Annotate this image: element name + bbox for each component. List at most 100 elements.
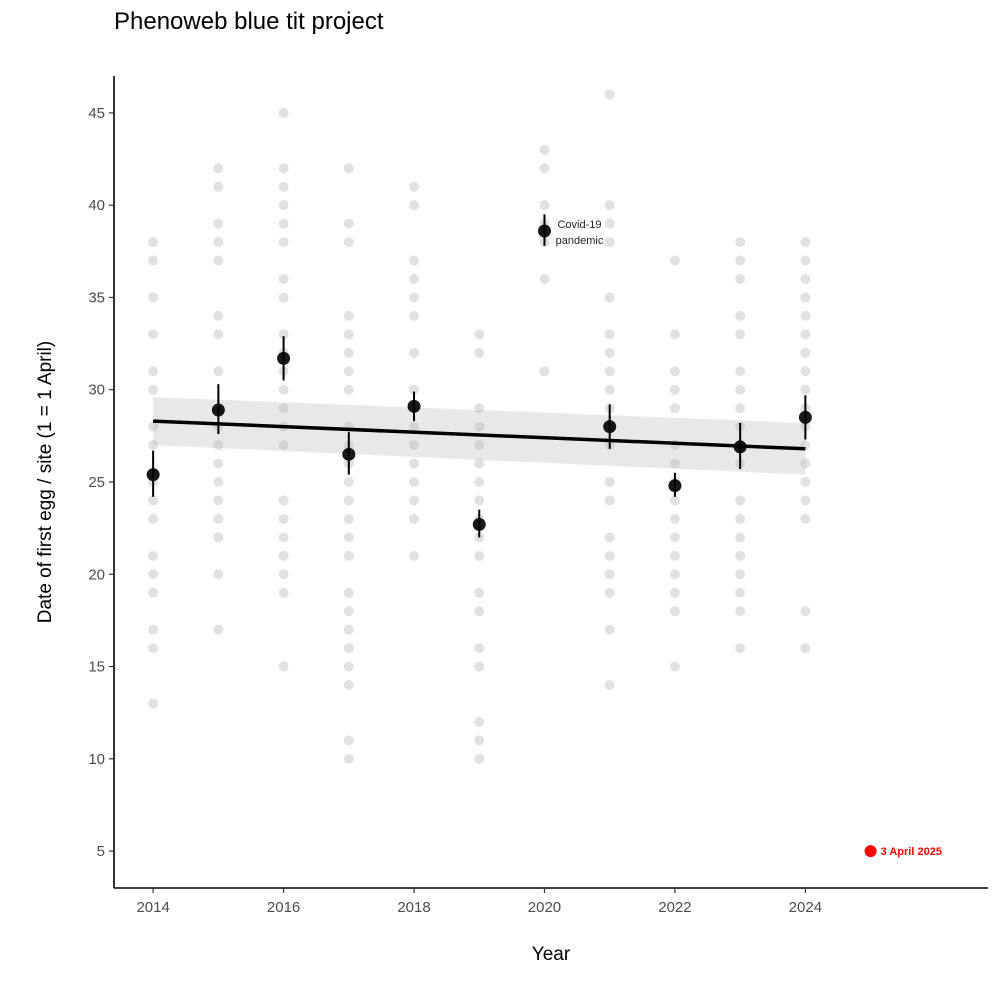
site-point: [735, 274, 745, 284]
site-point: [800, 459, 810, 469]
site-point: [409, 256, 419, 266]
site-point: [344, 662, 354, 672]
site-point: [800, 514, 810, 524]
site-point: [213, 256, 223, 266]
y-tick-label: 10: [88, 751, 105, 768]
site-point: [735, 237, 745, 247]
site-point: [474, 422, 484, 432]
mean-point: [799, 411, 812, 424]
site-point: [539, 163, 549, 173]
mean-point: [538, 225, 551, 238]
site-point: [213, 163, 223, 173]
site-point: [605, 680, 615, 690]
site-point: [148, 366, 158, 376]
site-point: [605, 348, 615, 358]
site-point: [148, 625, 158, 635]
site-point: [148, 698, 158, 708]
y-axis-label: Date of first egg / site (1 = 1 April): [35, 341, 56, 624]
site-point: [670, 662, 680, 672]
site-point: [213, 477, 223, 487]
site-point: [605, 237, 615, 247]
site-point: [279, 403, 289, 413]
site-point: [213, 237, 223, 247]
y-tick-label: 30: [88, 382, 105, 399]
site-point: [344, 219, 354, 229]
site-point: [735, 643, 745, 653]
site-point: [409, 495, 419, 505]
site-point: [344, 606, 354, 616]
site-point: [735, 366, 745, 376]
site-point: [279, 551, 289, 561]
site-point: [344, 495, 354, 505]
site-point: [474, 662, 484, 672]
site-point: [605, 495, 615, 505]
site-point: [279, 495, 289, 505]
site-point: [344, 477, 354, 487]
site-point: [279, 292, 289, 302]
site-point: [605, 477, 615, 487]
site-point: [213, 311, 223, 321]
site-point: [800, 366, 810, 376]
site-point: [800, 348, 810, 358]
site-point: [409, 348, 419, 358]
site-point: [539, 366, 549, 376]
site-point: [605, 625, 615, 635]
site-point: [474, 588, 484, 598]
mean-point: [212, 404, 225, 417]
site-point: [605, 588, 615, 598]
site-point: [735, 588, 745, 598]
site-point: [148, 292, 158, 302]
site-point: [605, 532, 615, 542]
site-point: [148, 256, 158, 266]
site-point: [539, 145, 549, 155]
site-point: [213, 495, 223, 505]
site-point: [605, 385, 615, 395]
y-tick-label: 40: [88, 197, 105, 214]
x-tick-label: 2020: [528, 899, 561, 916]
site-point: [279, 588, 289, 598]
site-point: [735, 606, 745, 616]
site-point: [409, 311, 419, 321]
mean-point: [603, 420, 616, 433]
site-point: [735, 385, 745, 395]
site-point: [670, 459, 680, 469]
site-point: [344, 551, 354, 561]
site-point: [213, 514, 223, 524]
site-point: [670, 256, 680, 266]
site-point: [605, 569, 615, 579]
site-point: [474, 440, 484, 450]
mean-point: [342, 448, 355, 461]
site-point: [344, 532, 354, 542]
site-point: [148, 514, 158, 524]
site-point: [148, 551, 158, 561]
site-point: [670, 588, 680, 598]
site-point: [279, 163, 289, 173]
site-point: [735, 532, 745, 542]
site-point: [735, 495, 745, 505]
site-point: [344, 366, 354, 376]
site-point: [474, 643, 484, 653]
current-year-point: [865, 845, 877, 857]
site-point: [279, 200, 289, 210]
site-point: [800, 237, 810, 247]
site-point: [213, 440, 223, 450]
site-point: [800, 385, 810, 395]
site-point: [605, 329, 615, 339]
site-point: [148, 440, 158, 450]
site-point: [735, 329, 745, 339]
current-year-label: 3 April 2025: [881, 846, 942, 858]
x-axis-label: Year: [532, 944, 571, 965]
site-point: [279, 662, 289, 672]
site-point: [409, 200, 419, 210]
site-point: [605, 366, 615, 376]
y-tick-label: 5: [97, 843, 105, 860]
site-point: [474, 754, 484, 764]
site-point: [409, 477, 419, 487]
site-point: [800, 292, 810, 302]
site-point: [800, 256, 810, 266]
site-point: [605, 200, 615, 210]
site-point: [474, 735, 484, 745]
site-point: [735, 403, 745, 413]
site-point: [800, 477, 810, 487]
site-point: [800, 495, 810, 505]
